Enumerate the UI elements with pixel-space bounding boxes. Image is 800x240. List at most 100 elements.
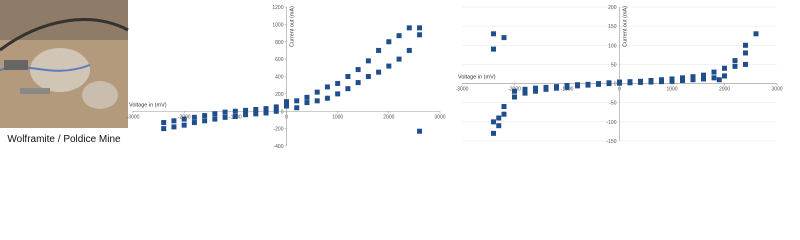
point: [496, 123, 502, 129]
point: [512, 94, 517, 100]
point: [501, 111, 507, 117]
y-tick-label: -50: [609, 101, 616, 107]
point: [171, 118, 177, 124]
x-axis-label: Voltage in (mV): [129, 102, 167, 108]
point: [222, 114, 228, 120]
point: [533, 85, 538, 91]
point: [669, 78, 675, 84]
point: [161, 120, 167, 126]
y-tick-label: -400: [273, 144, 283, 150]
point: [161, 126, 167, 132]
point: [701, 76, 706, 82]
x-tick-label: -3000: [127, 114, 140, 120]
y-tick-label: 50: [611, 62, 617, 68]
point: [232, 113, 238, 119]
caption: Wolframite / Poldice Mine: [7, 134, 121, 145]
point: [243, 112, 249, 118]
point: [701, 72, 706, 78]
point: [617, 80, 622, 86]
point: [659, 79, 664, 85]
chart: -400-200020040060080010001200-3000-2000-…: [127, 5, 446, 150]
photo: [0, 0, 129, 128]
y-tick-label: 800: [275, 40, 284, 46]
point: [386, 39, 392, 45]
y-tick-label: -150: [606, 139, 616, 145]
point: [564, 84, 570, 90]
point: [575, 83, 580, 89]
point: [406, 25, 412, 31]
point: [376, 47, 382, 53]
y-tick-label: 100: [608, 43, 617, 49]
point: [491, 46, 496, 52]
point: [690, 77, 696, 83]
y-tick-label: 1000: [272, 22, 283, 28]
x-tick-label: 1000: [666, 87, 677, 93]
point: [396, 33, 402, 39]
point: [294, 98, 300, 104]
point: [253, 107, 259, 113]
point: [680, 75, 685, 81]
point: [722, 73, 727, 79]
point: [596, 81, 601, 87]
point: [491, 31, 496, 37]
point: [585, 82, 591, 88]
point: [304, 94, 310, 100]
point: [491, 130, 496, 136]
point: [743, 42, 748, 48]
point: [417, 128, 423, 134]
point: [522, 90, 528, 96]
point: [212, 111, 218, 117]
x-tick-label: 1000: [332, 114, 343, 120]
point: [648, 79, 654, 85]
point: [314, 89, 320, 95]
y-axis-label: Current out (mA): [623, 6, 629, 47]
point: [491, 119, 496, 125]
point: [638, 79, 643, 85]
x-axis-label: Voltage in (mV): [458, 75, 496, 81]
point: [202, 113, 208, 119]
point: [263, 110, 269, 116]
point: [501, 35, 507, 41]
y-tick-label: 200: [275, 92, 284, 98]
point: [191, 114, 197, 120]
point: [417, 25, 423, 31]
x-tick-label: -3000: [456, 87, 469, 93]
point: [202, 118, 208, 124]
point: [406, 47, 412, 53]
point: [501, 104, 507, 110]
point: [355, 67, 361, 73]
point: [181, 122, 187, 128]
point: [304, 100, 310, 106]
y-tick-label: 0: [614, 82, 617, 88]
point: [543, 86, 549, 92]
y-tick-label: -200: [273, 127, 283, 133]
point: [496, 115, 502, 121]
chart: -150-100-50050100150200-3000-2000-100001…: [456, 5, 783, 145]
point: [606, 81, 612, 87]
point: [273, 108, 279, 114]
y-tick-label: 1200: [272, 5, 283, 11]
point: [355, 80, 361, 86]
point: [512, 88, 517, 94]
point: [345, 86, 351, 92]
point: [273, 104, 279, 110]
point: [386, 63, 392, 69]
point: [171, 124, 177, 130]
point: [711, 69, 717, 75]
point: [365, 58, 371, 64]
point: [743, 50, 748, 56]
point: [324, 84, 330, 90]
point: [243, 107, 249, 113]
point: [732, 58, 738, 64]
point: [722, 65, 727, 71]
y-axis-label: Current out (mA): [290, 6, 296, 47]
y-tick-label: 150: [608, 24, 617, 30]
point: [222, 109, 228, 115]
point: [335, 91, 341, 97]
point: [711, 75, 717, 81]
x-tick-label: 2000: [719, 87, 730, 93]
point: [743, 61, 748, 67]
point: [191, 120, 197, 126]
point: [732, 63, 738, 69]
point: [680, 78, 685, 84]
